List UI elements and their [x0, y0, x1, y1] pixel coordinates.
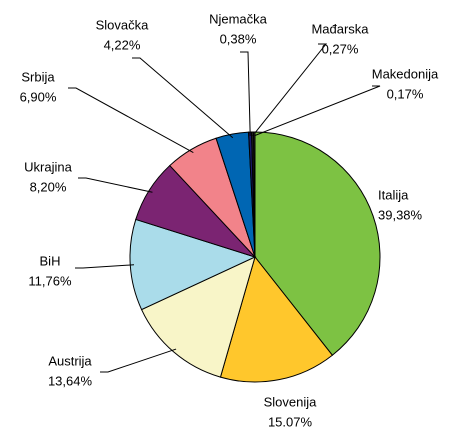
slice-value-label: 13,64% [48, 373, 93, 388]
slice-value-label: 8,20% [30, 179, 67, 194]
slice-value-label: 11,76% [28, 273, 72, 288]
leader-line [132, 57, 234, 139]
leader-line [68, 87, 194, 154]
slice-value-label: 4,22% [104, 37, 141, 52]
pie-slice [254, 131, 381, 356]
leader-line [75, 264, 135, 269]
pie-slice [140, 256, 256, 378]
slice-label: Slovačka [96, 17, 150, 32]
leader-line [252, 43, 328, 137]
slice-label: Ukrajina [24, 159, 72, 174]
leader-line [78, 177, 153, 193]
slice-label: Mađarska [311, 21, 369, 36]
slice-value-label: 15.07% [268, 414, 313, 428]
slice-value-label: 0,38% [220, 31, 257, 46]
pie-slice [253, 131, 256, 258]
slice-label: Makedonija [372, 66, 439, 81]
slice-label: Italija [378, 187, 409, 202]
leader-line [254, 85, 381, 137]
slice-label: Njemačka [209, 11, 268, 26]
leader-line [100, 348, 177, 373]
slice-label: Srbija [21, 69, 55, 84]
slice-value-label: 6,90% [20, 89, 57, 104]
pie-slice [219, 255, 334, 383]
slice-value-label: 0,27% [322, 41, 359, 56]
slice-label: Slovenija [264, 394, 318, 409]
slice-value-label: 0,17% [387, 86, 424, 101]
slice-label: BiH [40, 253, 61, 268]
leader-line [240, 51, 251, 136]
slice-value-label: 39,38% [378, 207, 423, 222]
slice-label: Austrija [48, 353, 92, 368]
